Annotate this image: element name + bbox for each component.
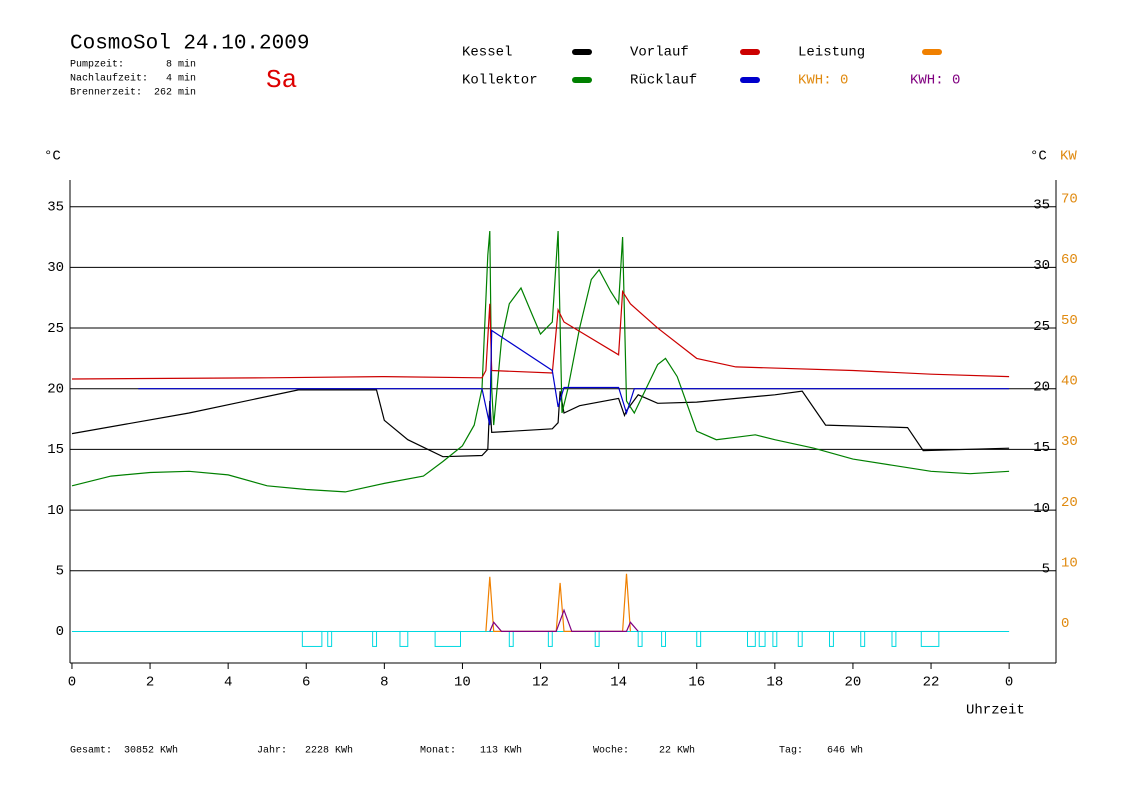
y-tick-label: 35 — [47, 199, 64, 215]
series-line — [138, 329, 1010, 426]
x-tick-label: 8 — [380, 675, 388, 691]
x-axis-label: Uhrzeit — [966, 703, 1025, 719]
x-tick-label: 22 — [923, 675, 940, 691]
y2-axis-label-c: °C — [1030, 149, 1047, 165]
pump-interval — [661, 630, 667, 647]
legend-swatch — [572, 49, 592, 55]
x-tick-label: 14 — [610, 675, 627, 691]
pump-interval — [327, 630, 333, 647]
y-tick-label: 0 — [56, 624, 64, 640]
y-tick-label: 20 — [47, 381, 64, 397]
total: Gesamt: 30852 KWh — [70, 745, 178, 757]
y-tick-label: 5 — [56, 563, 64, 579]
series-line — [71, 289, 1010, 380]
legend-label: Kessel — [462, 45, 512, 61]
total: Jahr: 2228 KWh — [257, 745, 353, 757]
y-tick-label: 30 — [47, 260, 64, 276]
pump-interval — [747, 630, 756, 647]
y-tick-label-right: 30 — [1033, 258, 1050, 274]
x-tick-label: 12 — [532, 675, 549, 691]
pump-interval — [797, 630, 803, 647]
y-tick-label: 10 — [47, 503, 64, 519]
weekday: Sa — [266, 65, 297, 95]
x-tick-label: 20 — [845, 675, 862, 691]
pump-interval — [594, 630, 600, 647]
series-line — [71, 230, 1010, 493]
pump-interval — [696, 630, 702, 647]
x-tick-label: 10 — [454, 675, 471, 691]
y2-tick-label: 20 — [1061, 495, 1078, 511]
info: Brennerzeit: 262 min — [70, 87, 196, 99]
pump-interval — [637, 630, 643, 647]
kwh-label: KWH: 0 — [910, 73, 960, 89]
x-tick-label: 16 — [688, 675, 705, 691]
pump-interval — [399, 630, 409, 647]
pump-interval — [920, 630, 940, 647]
legend-swatch — [572, 77, 592, 83]
total: Tag: 646 Wh — [779, 745, 863, 757]
y-tick-label-right: 15 — [1033, 440, 1050, 456]
legend-label: Kollektor — [462, 73, 538, 89]
x-tick-label: 4 — [224, 675, 232, 691]
x-tick-label: 0 — [68, 675, 76, 691]
y2-tick-label: 30 — [1061, 434, 1078, 450]
pump-interval — [301, 630, 323, 647]
y-tick-label-right: 5 — [1042, 561, 1050, 577]
x-tick-label: 6 — [302, 675, 310, 691]
pump-interval — [758, 630, 766, 647]
x-tick-label: 0 — [1005, 675, 1013, 691]
y2-tick-label: 40 — [1061, 373, 1078, 389]
pump-interval — [891, 630, 897, 647]
y-tick-label-right: 35 — [1033, 197, 1050, 213]
y2-tick-label: 0 — [1061, 616, 1069, 632]
pump-interval — [860, 630, 866, 647]
y2-tick-label: 50 — [1061, 313, 1078, 329]
pump-interval — [372, 630, 378, 647]
info: Pumpzeit: 8 min — [70, 59, 196, 71]
total: Woche: 22 KWh — [593, 745, 695, 757]
y2-tick-label: 70 — [1061, 191, 1078, 207]
y2-axis-label: KW — [1060, 149, 1077, 165]
x-tick-label: 2 — [146, 675, 154, 691]
y-tick-label-right: 10 — [1033, 501, 1050, 517]
legend-label: Leistung — [798, 45, 865, 61]
pump-interval — [508, 630, 514, 647]
y-axis-label: °C — [44, 149, 61, 165]
series-line — [489, 608, 639, 632]
y-tick-label: 15 — [47, 442, 64, 458]
y2-tick-label: 60 — [1061, 252, 1078, 268]
legend-label: Vorlauf — [630, 45, 689, 61]
kwh-label: KWH: 0 — [798, 73, 848, 89]
series-line — [485, 573, 631, 632]
info: Nachlaufzeit: 4 min — [70, 73, 196, 85]
total: Monat: 113 KWh — [420, 745, 522, 757]
legend-swatch — [740, 77, 760, 83]
y-tick-label-right: 25 — [1033, 319, 1050, 335]
chart-title: CosmoSol 24.10.2009 — [70, 33, 309, 56]
y-tick-label: 25 — [47, 321, 64, 337]
y-tick-label-right: 20 — [1033, 379, 1050, 395]
legend-label: Rücklauf — [630, 73, 697, 89]
series-line — [71, 389, 1010, 458]
x-tick-label: 18 — [766, 675, 783, 691]
pump-interval — [547, 630, 553, 647]
pump-interval — [772, 630, 778, 647]
pump-interval — [829, 630, 834, 647]
y2-tick-label: 10 — [1061, 555, 1078, 571]
legend-swatch — [922, 49, 942, 55]
pump-interval — [434, 630, 461, 647]
legend-swatch — [740, 49, 760, 55]
